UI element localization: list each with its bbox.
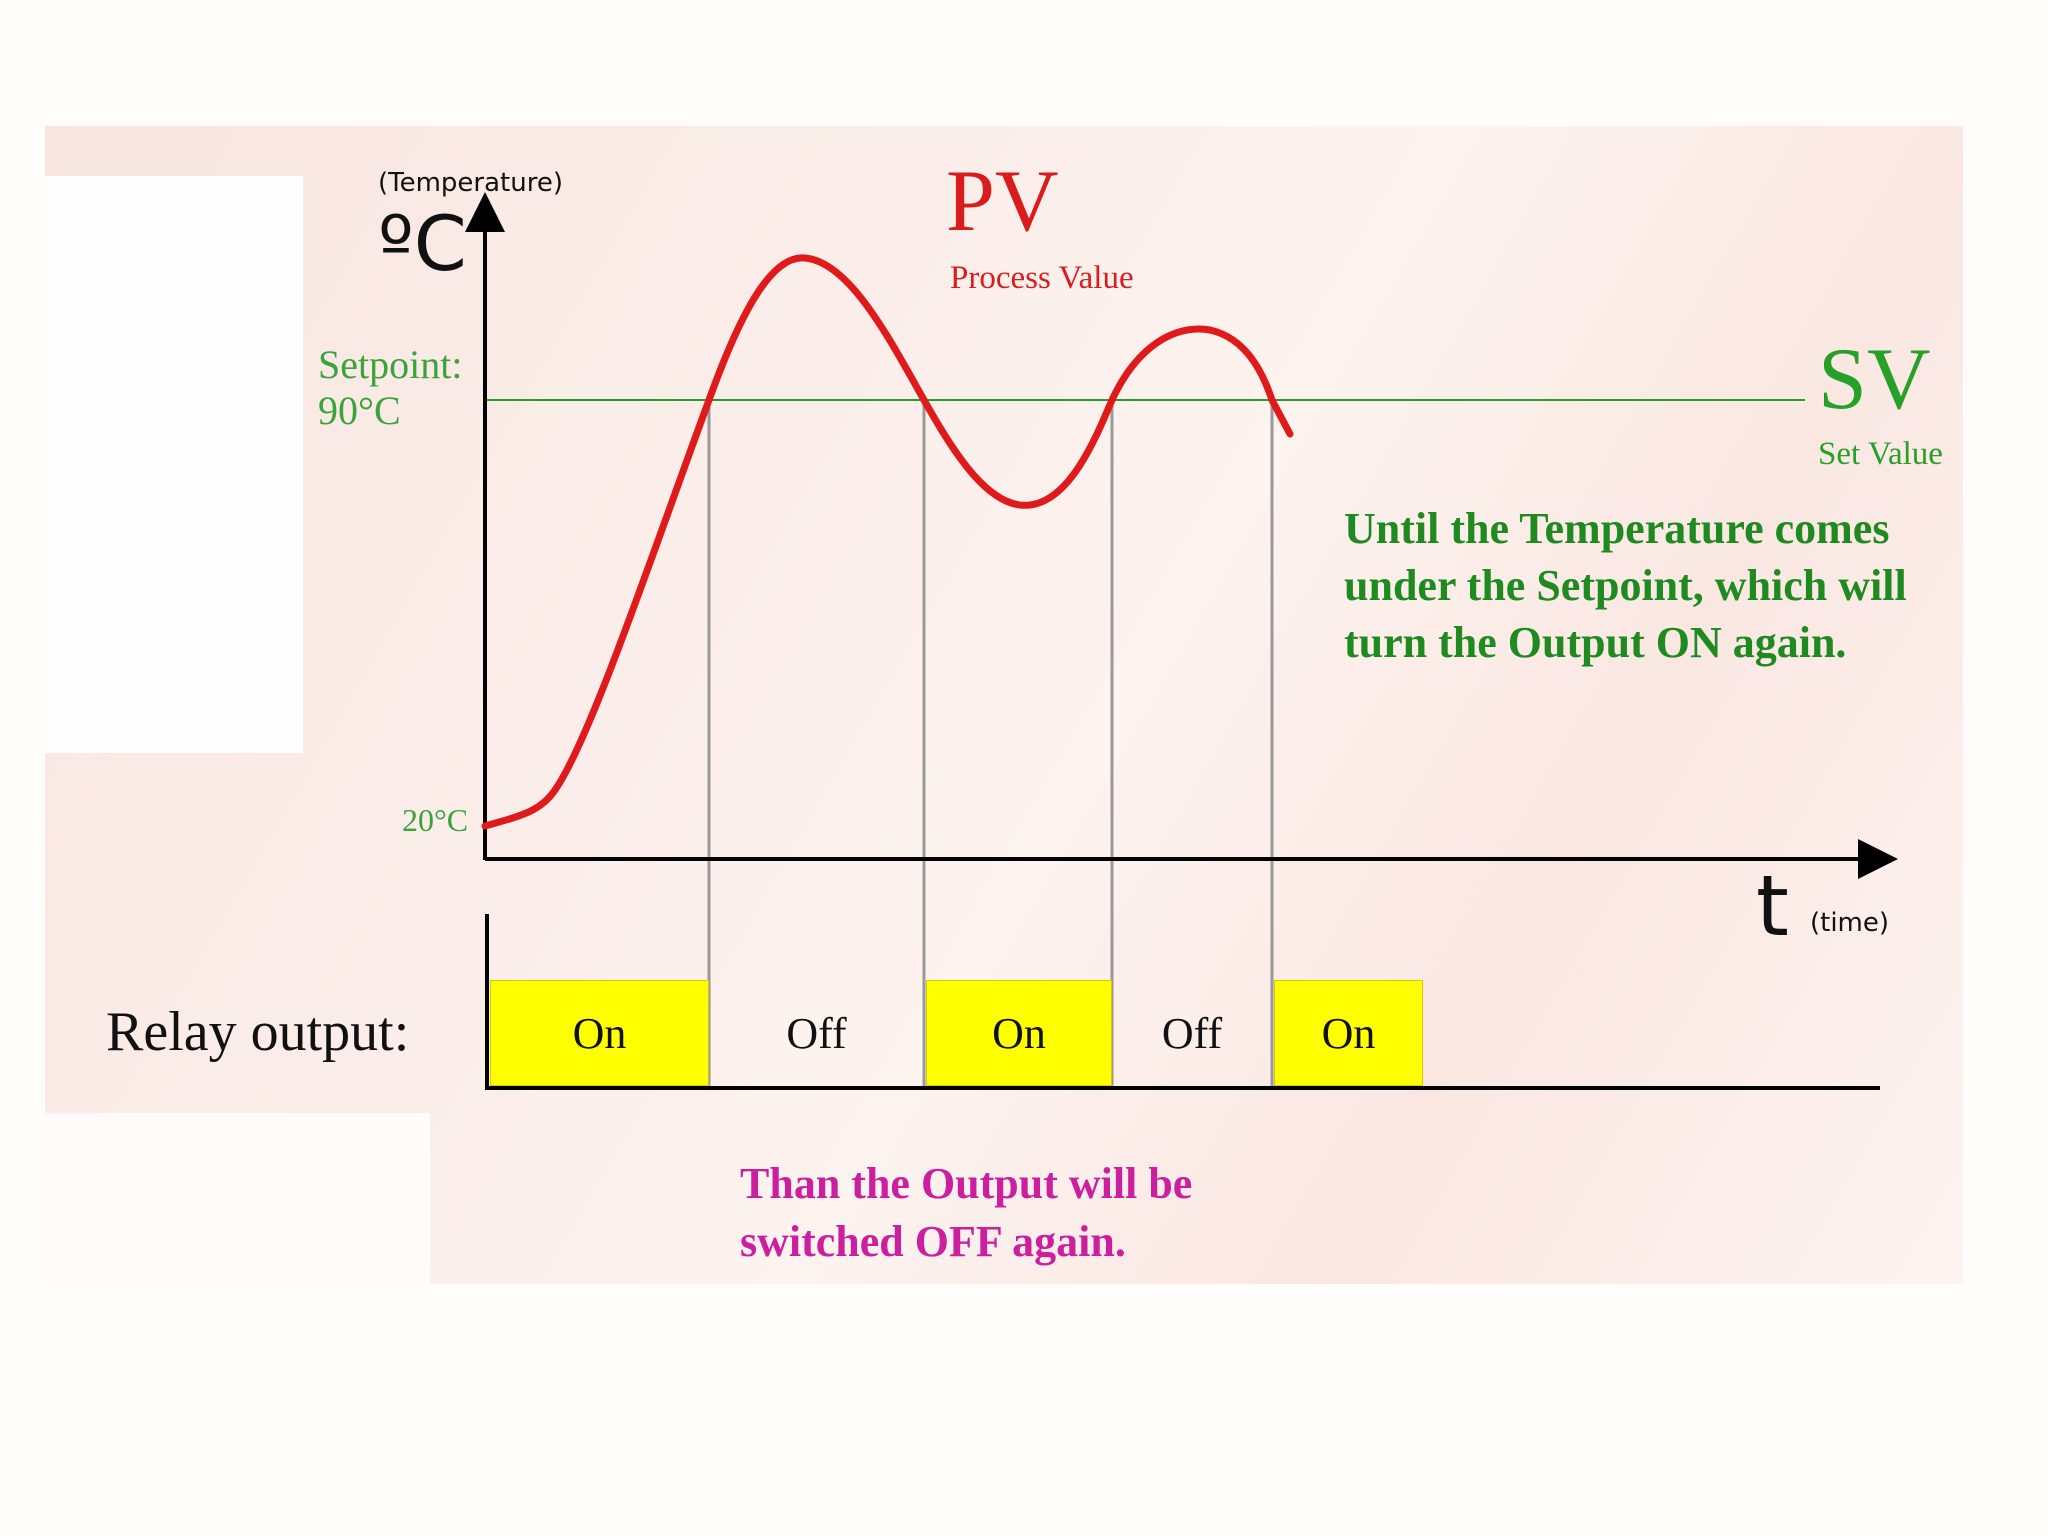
sv-subtitle: Set Value [1818, 436, 1943, 472]
background-patch [45, 1113, 430, 1284]
y-axis-caption: (Temperature) [378, 168, 563, 198]
background-patch [45, 176, 303, 753]
setpoint-title: Setpoint: [318, 342, 463, 387]
relay-state-on: On [926, 980, 1112, 1086]
slide-background [45, 126, 1963, 1284]
note-output-off: Than the Output will be switched OFF aga… [740, 1159, 1193, 1266]
sv-title: SV [1818, 331, 1931, 428]
relay-state-on: On [1274, 980, 1423, 1086]
relay-state-on: On [490, 980, 709, 1086]
y-axis-unit: ºC [378, 199, 467, 288]
setpoint-label: Setpoint: 90°C [318, 342, 462, 434]
start-temperature-label: 20°C [402, 802, 469, 838]
x-axis-caption: (time) [1810, 908, 1890, 938]
relay-state-off: Off [786, 1008, 847, 1058]
relay-output-label: Relay output: [106, 1001, 410, 1063]
note-output-on: Until the Temperature comes under the Se… [1344, 504, 1907, 667]
relay-state-off: Off [1161, 1008, 1223, 1058]
process-value-curve [481, 254, 1294, 830]
x-axis-symbol: t [1756, 857, 1789, 955]
pv-title: PV [946, 153, 1059, 250]
pv-subtitle: Process Value [950, 260, 1134, 296]
setpoint-value: 90°C [318, 388, 401, 433]
